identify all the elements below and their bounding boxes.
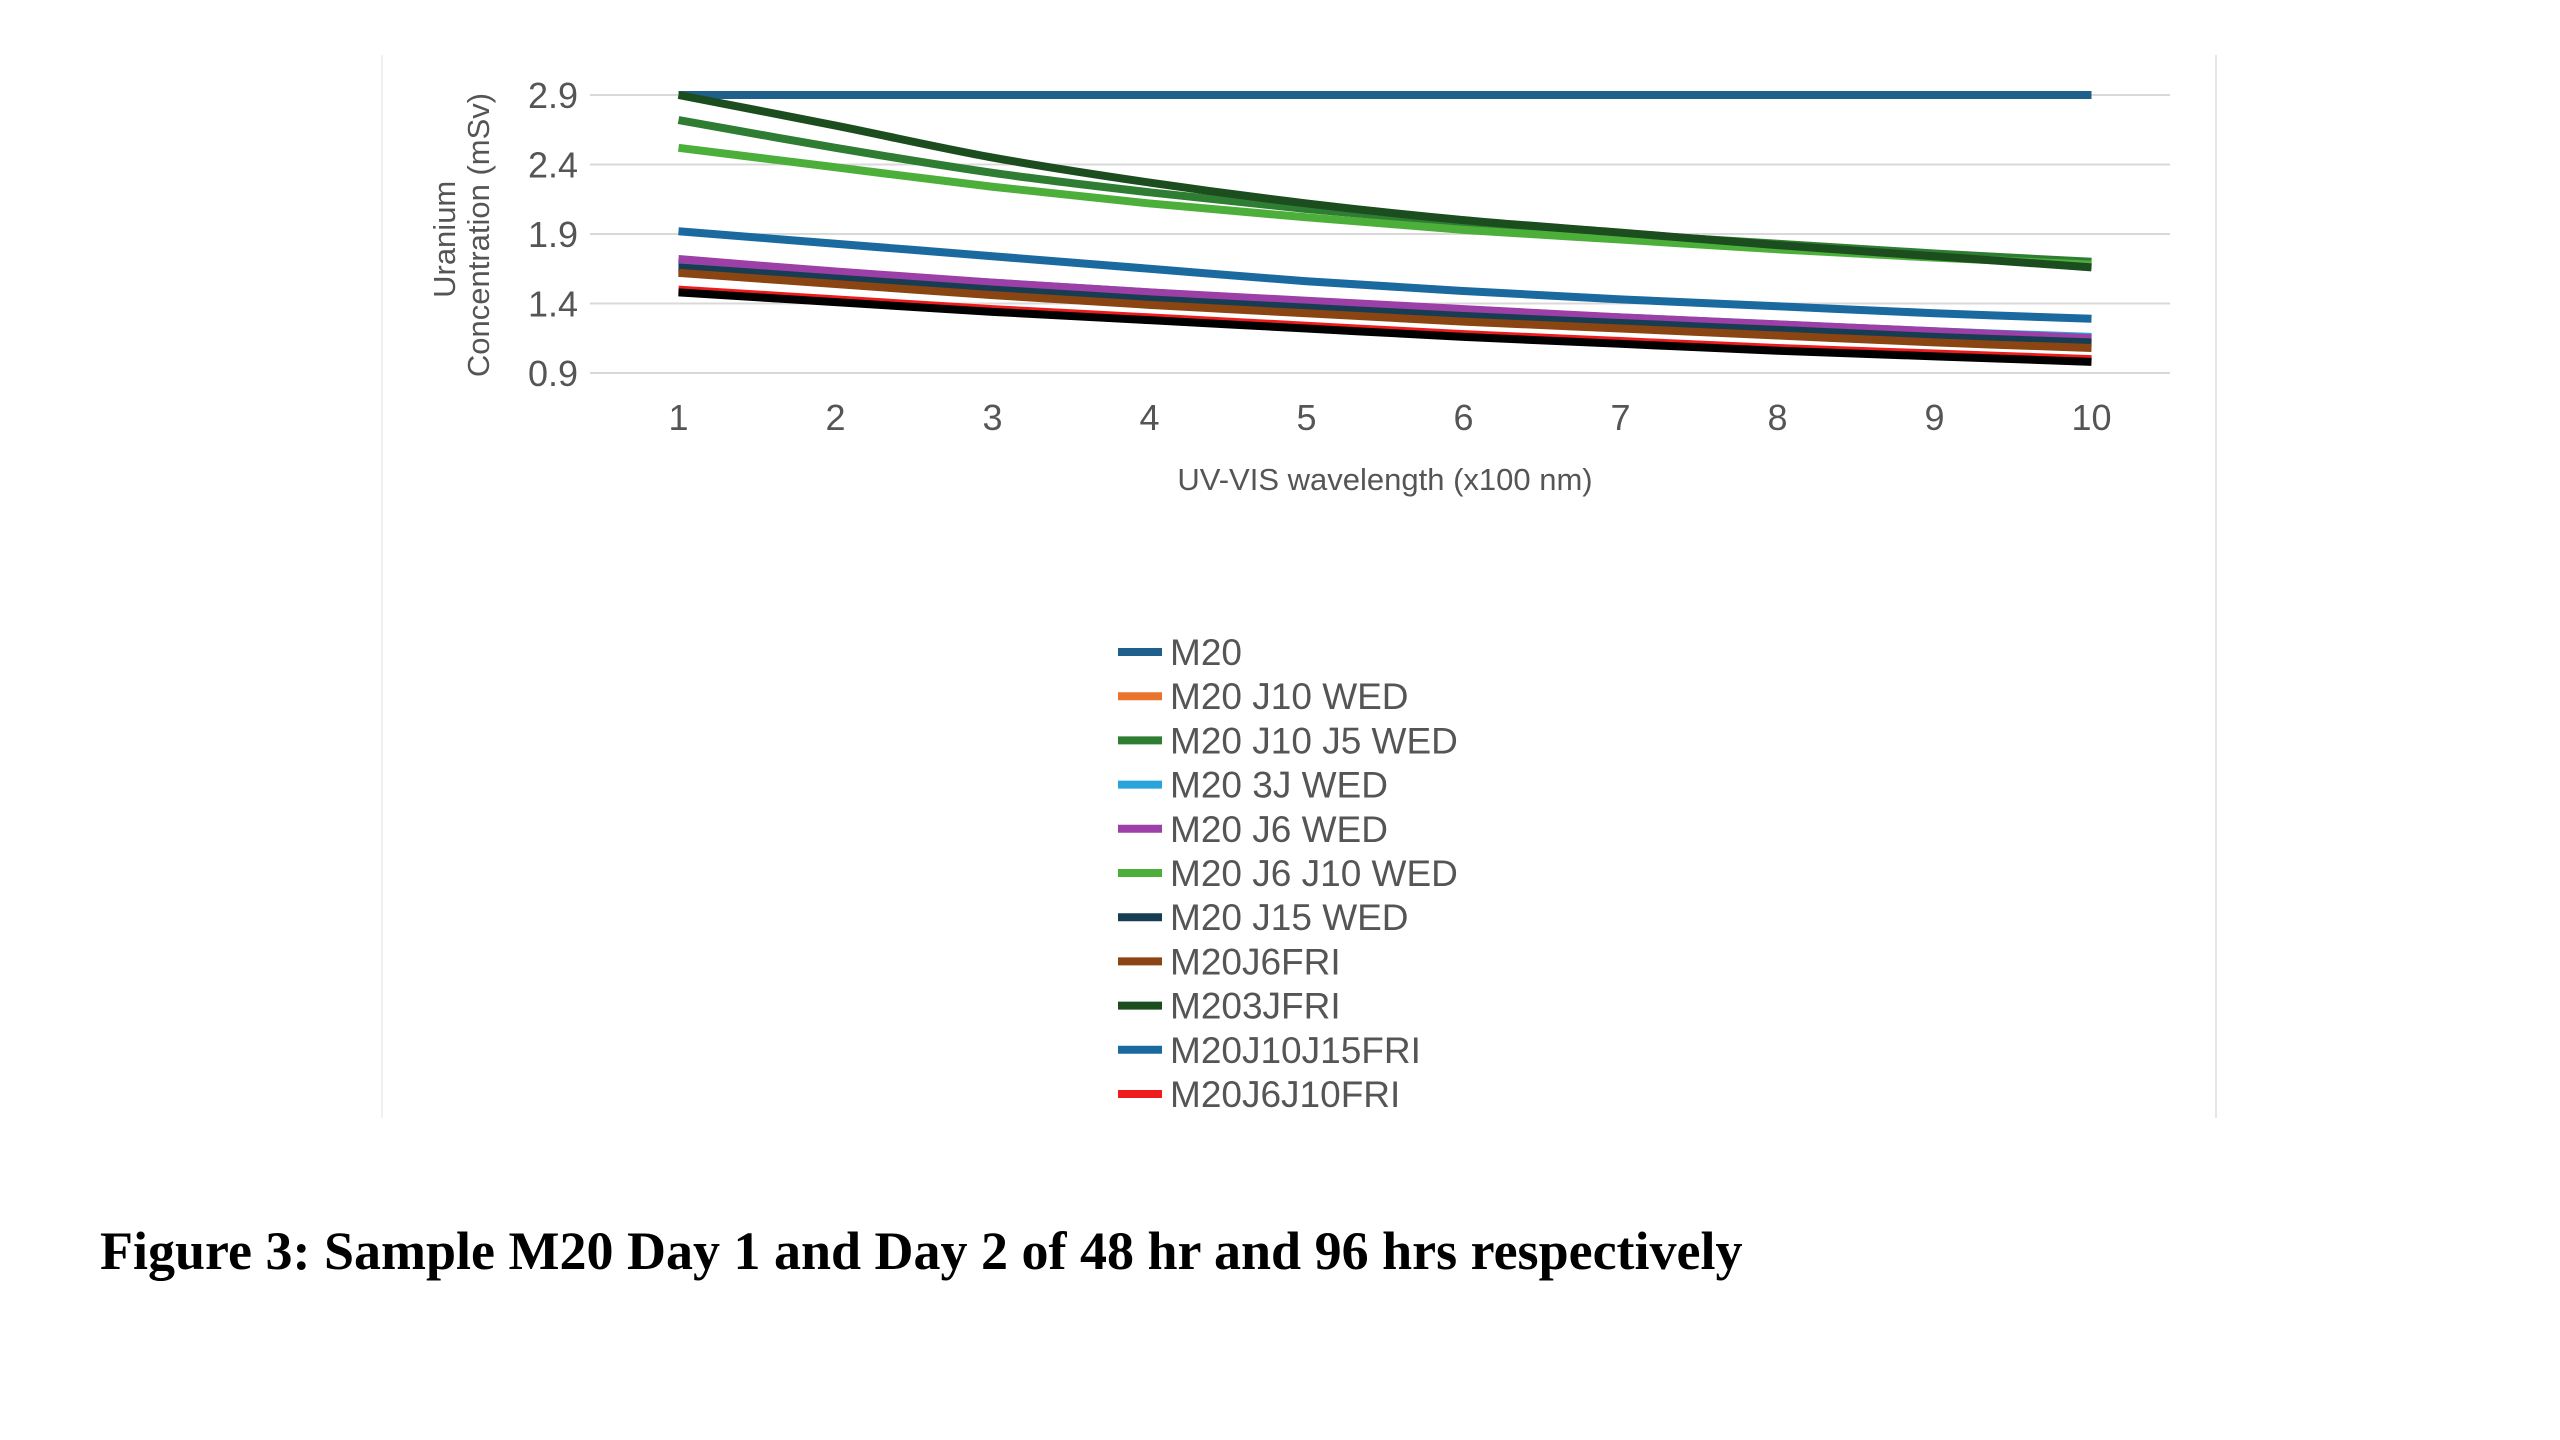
x-axis-ticks: 1 2 3 4 5 6 7 8 9 10: [668, 397, 2111, 438]
legend-item: M20J6J10FRI: [1118, 1074, 1400, 1115]
legend-label: M20 3J WED: [1170, 765, 1388, 806]
x-tick-label: 1: [668, 397, 688, 438]
legend-label: M20J10J15FRI: [1170, 1030, 1421, 1071]
y-axis-title-line-2: Concentration (mSv): [461, 93, 496, 377]
y-tick-label: 2.9: [528, 75, 578, 116]
series-line: [678, 285, 2092, 364]
y-tick-label: 1.4: [528, 284, 578, 325]
x-tick-label: 2: [825, 397, 845, 438]
legend-item: M20 J6 J10 WED: [1118, 853, 1458, 894]
legend-item: M20J10J15FRI: [1118, 1030, 1421, 1071]
x-tick-label: 10: [2071, 397, 2111, 438]
legend-label: M20 J6 J10 WED: [1170, 853, 1458, 894]
series-lines: [677, 90, 2092, 366]
legend-label: M20 J15 WED: [1170, 897, 1409, 938]
x-tick-label: 6: [1453, 397, 1473, 438]
legend-item: M20 J10 WED: [1118, 676, 1409, 717]
series-line: [678, 227, 2092, 323]
legend-label: M20J6J10FRI: [1170, 1074, 1400, 1115]
x-tick-label: 9: [1924, 397, 1944, 438]
series-line: [677, 91, 2092, 272]
x-axis-title: UV-VIS wavelength (x100 nm): [1177, 462, 1592, 497]
legend-label: M203JFRI: [1170, 986, 1341, 1027]
legend-item: M20J6FRI: [1118, 941, 1341, 982]
series-line: [677, 116, 2092, 266]
series-line: [678, 288, 2092, 366]
y-tick-label: 1.9: [528, 214, 578, 255]
y-axis-ticks: 0.9 1.4 1.9 2.4 2.9: [528, 75, 578, 394]
series-line: [678, 255, 2092, 343]
legend-item: M20 J6 WED: [1118, 809, 1388, 850]
y-tick-label: 0.9: [528, 353, 578, 394]
series-line: [678, 268, 2092, 352]
legend-label: M20J6FRI: [1170, 941, 1341, 982]
series-line: [678, 263, 2092, 347]
legend-label: M20 J10 WED: [1170, 676, 1409, 717]
legend-label: M20: [1170, 632, 1242, 673]
legend-item: M20 J15 WED: [1118, 897, 1409, 938]
x-tick-label: 7: [1610, 397, 1630, 438]
x-tick-label: 8: [1767, 397, 1787, 438]
legend-item: M20 J10 J5 WED: [1118, 720, 1458, 761]
x-tick-label: 4: [1139, 397, 1159, 438]
legend-item: M20: [1118, 632, 1242, 673]
x-tick-label: 5: [1296, 397, 1316, 438]
legend-item: M20 3J WED: [1118, 765, 1388, 806]
legend-item: M203JFRI: [1118, 986, 1341, 1027]
y-tick-label: 2.4: [528, 145, 578, 186]
legend-label: M20 J10 J5 WED: [1170, 720, 1458, 761]
figure-caption: Figure 3: Sample M20 Day 1 and Day 2 of …: [100, 1221, 1743, 1281]
y-axis-title-line-1: Uranium: [427, 181, 462, 298]
x-tick-label: 3: [982, 397, 1002, 438]
legend-label: M20 J6 WED: [1170, 809, 1388, 850]
y-axis-title: Uranium Concentration (mSv): [427, 93, 496, 377]
